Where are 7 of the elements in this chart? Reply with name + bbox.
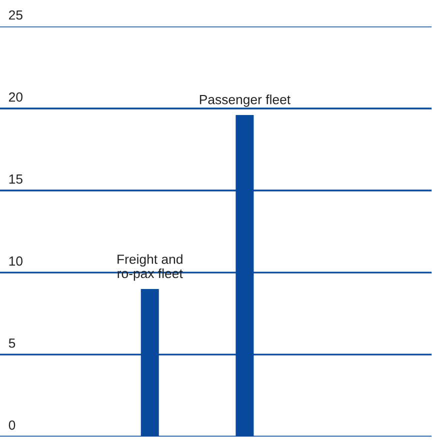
y-tick-label: 15 <box>9 174 22 184</box>
y-tick-label: 20 <box>8 92 22 102</box>
y-tick-label: 25 <box>8 10 22 20</box>
x-tick-label: Passenger fleet <box>200 94 290 107</box>
y-tick-label: 5 <box>8 338 16 348</box>
y-tick-label: 10 <box>9 256 22 266</box>
y-tick-label: 0 <box>8 420 16 430</box>
